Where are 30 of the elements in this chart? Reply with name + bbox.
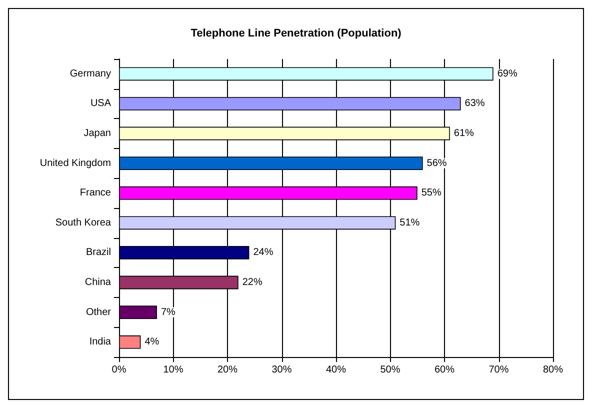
data-label: 7%: [160, 306, 176, 318]
y-tick-label: China: [84, 277, 112, 288]
y-tick-label: United Kingdom: [40, 158, 111, 169]
data-label: 56%: [426, 158, 447, 169]
y-tick-label: Germany: [70, 68, 111, 80]
data-label: 61%: [454, 128, 474, 139]
data-label: 51%: [400, 217, 420, 228]
x-tick-label: 50%: [380, 364, 400, 376]
x-tick-label: 40%: [326, 364, 346, 376]
y-tick-label: South Korea: [55, 217, 112, 228]
x-tick-label: 10%: [163, 364, 184, 376]
y-tick-label: France: [80, 188, 112, 199]
data-label: 63%: [464, 98, 485, 110]
x-tick-label: 20%: [217, 364, 238, 376]
y-tick-label: Japan: [84, 128, 111, 139]
data-label: 24%: [253, 247, 274, 258]
x-tick-label: 80%: [542, 364, 564, 376]
x-tick-label: 0%: [112, 364, 126, 376]
x-tick-label: 60%: [434, 364, 455, 376]
y-tick-label: Brazil: [86, 247, 111, 258]
data-label: 69%: [497, 68, 518, 80]
y-tick-label: India: [89, 336, 112, 348]
x-tick-label: 70%: [488, 364, 509, 376]
data-label: 55%: [421, 188, 442, 199]
y-tick-label: Other: [86, 306, 112, 318]
x-tick-label: 30%: [272, 364, 292, 376]
data-label: 22%: [242, 277, 262, 288]
chart-title: Telephone Line Penetration (Population): [190, 28, 402, 40]
y-tick-label: USA: [90, 98, 112, 110]
data-label: 4%: [144, 336, 160, 348]
